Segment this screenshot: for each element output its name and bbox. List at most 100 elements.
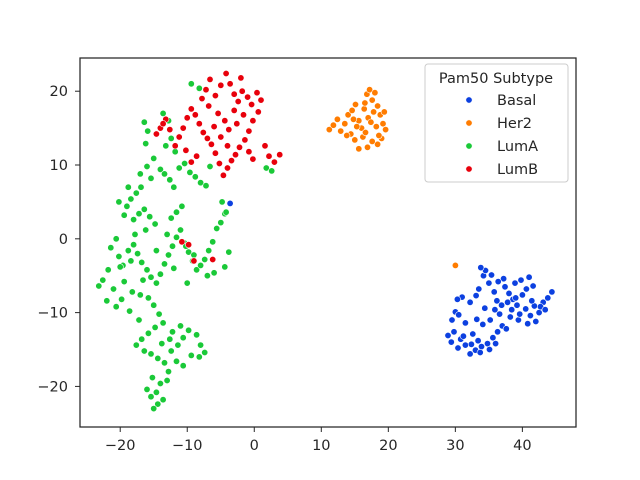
point-basal [472, 292, 480, 300]
point-lumb [248, 101, 256, 109]
point-basal [450, 328, 458, 336]
point-luma [95, 282, 103, 290]
point-luma [150, 405, 158, 413]
point-lumb [182, 146, 190, 154]
point-basal [453, 295, 461, 303]
point-basal [535, 309, 543, 317]
point-basal [475, 285, 483, 293]
point-luma [174, 341, 182, 349]
point-luma [213, 225, 221, 233]
point-luma [128, 288, 136, 296]
point-her2 [368, 96, 376, 104]
point-her2 [361, 129, 369, 137]
point-basal [513, 301, 521, 309]
point-basal [455, 311, 463, 319]
point-basal [481, 304, 489, 312]
point-luma [151, 323, 159, 331]
point-luma [205, 247, 213, 255]
point-luma [144, 329, 152, 337]
point-her2 [325, 126, 333, 134]
point-lumb [183, 114, 191, 122]
point-lumb [185, 241, 193, 249]
point-luma [186, 168, 194, 176]
point-basal [522, 285, 530, 293]
point-luma [124, 183, 132, 191]
point-luma [142, 226, 150, 234]
point-lumb [265, 152, 273, 160]
point-luma [156, 379, 164, 387]
legend-marker-lumb [465, 165, 473, 173]
point-luma [178, 202, 186, 210]
point-lumb [215, 160, 223, 168]
point-luma [136, 291, 144, 299]
point-basal [489, 334, 497, 342]
point-luma [201, 255, 209, 263]
point-luma [185, 326, 193, 334]
point-luma [154, 400, 162, 408]
point-luma [187, 351, 195, 359]
point-lumb [210, 123, 218, 131]
point-lumb [221, 117, 229, 125]
y-tick-label: 20 [50, 84, 68, 100]
point-her2 [355, 145, 363, 153]
legend-marker-basal [465, 96, 473, 104]
point-luma [137, 183, 145, 191]
point-lumb [230, 106, 238, 114]
point-luma [103, 297, 111, 305]
point-her2 [329, 121, 337, 129]
point-her2 [348, 106, 356, 114]
point-luma [191, 173, 199, 181]
point-luma [99, 276, 107, 284]
point-luma [152, 279, 160, 287]
point-basal [494, 328, 502, 336]
point-basal [526, 312, 534, 320]
point-basal [466, 298, 474, 306]
point-luma [123, 202, 131, 210]
point-lumb [219, 171, 227, 179]
point-luma [166, 335, 174, 343]
point-luma [167, 347, 175, 355]
point-basal [469, 330, 477, 338]
point-luma [147, 393, 155, 401]
point-lumb [152, 130, 160, 138]
point-luma [120, 211, 128, 219]
legend-box [424, 63, 569, 183]
point-luma [210, 269, 218, 277]
point-lumb [191, 111, 199, 119]
point-luma [217, 219, 225, 227]
point-luma [154, 354, 162, 362]
point-luma [115, 253, 123, 261]
point-luma [171, 148, 179, 156]
point-basal [493, 297, 501, 305]
point-luma [161, 170, 169, 178]
point-her2 [351, 136, 359, 144]
point-basal [505, 289, 513, 297]
point-luma [167, 214, 175, 222]
point-basal [511, 279, 519, 287]
point-lumb [245, 148, 253, 156]
point-luma [116, 263, 124, 271]
point-luma [104, 266, 112, 274]
point-basal [461, 341, 469, 349]
point-lumb [214, 109, 222, 117]
point-luma [147, 174, 155, 182]
point-luma [161, 260, 169, 268]
legend-label-lumb: LumB [497, 162, 538, 178]
point-lumb [203, 134, 211, 142]
point-luma [112, 235, 120, 243]
x-tick-label: 30 [446, 438, 464, 454]
point-luma [146, 213, 154, 221]
point-luma [165, 251, 173, 259]
point-luma [155, 310, 163, 318]
point-her2 [380, 108, 388, 116]
point-basal [524, 320, 532, 328]
point-basal [467, 340, 475, 348]
point-lumb [237, 74, 245, 82]
point-luma [177, 322, 185, 330]
point-basal [461, 319, 469, 327]
point-luma [144, 294, 152, 302]
point-luma [158, 340, 166, 348]
point-basal [529, 282, 537, 290]
point-luma [262, 164, 270, 172]
point-luma [134, 250, 142, 258]
